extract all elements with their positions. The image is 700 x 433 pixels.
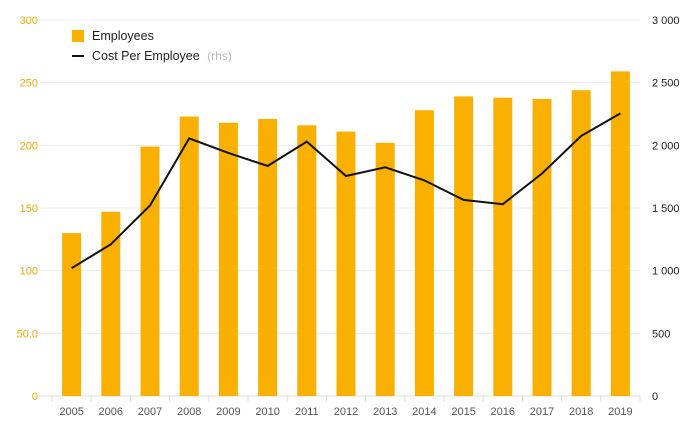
x-tick-label: 2011 — [295, 406, 319, 418]
x-tick-label: 2005 — [59, 406, 83, 418]
right-axis-ticks: 0 500 1 000 1 500 2 000 2 500 3 000 — [652, 15, 680, 403]
x-tick-label: 2006 — [99, 406, 123, 418]
left-tick-label: 0 — [32, 391, 38, 403]
bar-2011 — [297, 125, 317, 396]
right-tick-label: 2 500 — [652, 78, 680, 90]
left-tick-label: 200 — [20, 140, 38, 152]
left-tick-label: 50.0 — [17, 328, 38, 340]
legend-cost-suffix: (rhs) — [207, 49, 232, 63]
bar-2007 — [140, 146, 160, 396]
right-tick-label: 2 000 — [652, 140, 680, 152]
bar-2009 — [218, 122, 238, 397]
legend-employees-swatch — [72, 30, 84, 42]
left-tick-label: 250 — [20, 78, 38, 90]
bar-2013 — [375, 142, 395, 396]
right-tick-label: 1 500 — [652, 203, 680, 215]
x-tick-label: 2008 — [177, 406, 201, 418]
bar-2016 — [493, 97, 513, 396]
legend: Employees Cost Per Employee (rhs) — [72, 29, 232, 63]
bar-2008 — [179, 116, 199, 397]
left-tick-label: 300 — [20, 15, 38, 27]
x-tick-label: 2007 — [138, 406, 162, 418]
left-axis-ticks: 0 50.0 100 150 200 250 300 — [17, 15, 38, 403]
x-tick-label: 2014 — [412, 406, 436, 418]
bar-2017 — [532, 98, 552, 397]
bar-2012 — [336, 131, 356, 396]
left-tick-label: 100 — [20, 266, 38, 278]
bar-2015 — [454, 96, 474, 396]
legend-employees-label: Employees — [92, 29, 154, 43]
x-tick-label: 2017 — [530, 406, 554, 418]
left-tick-label: 150 — [20, 203, 38, 215]
x-axis-ticks: 2005 2006 2007 2008 2009 2010 2011 2012 2013 2014… — [51, 396, 641, 418]
right-tick-label: 500 — [652, 328, 670, 340]
legend-cost-name: Cost Per Employee — [92, 49, 200, 63]
x-tick-label: 2013 — [373, 406, 397, 418]
x-tick-label: 2019 — [608, 406, 632, 418]
x-tick-label: 2010 — [255, 406, 279, 418]
right-tick-label: 1 000 — [652, 266, 680, 278]
bar-2005 — [62, 233, 82, 396]
right-tick-label: 0 — [652, 391, 658, 403]
bar-2006 — [101, 211, 121, 396]
bar-2018 — [571, 90, 591, 396]
x-tick-label: 2015 — [451, 406, 475, 418]
x-tick-label: 2018 — [569, 406, 593, 418]
x-tick-label: 2009 — [216, 406, 240, 418]
right-tick-label: 3 000 — [652, 15, 680, 27]
employees-bars — [62, 71, 630, 397]
x-tick-label: 2012 — [334, 406, 358, 418]
bar-2010 — [258, 119, 278, 396]
x-tick-label: 2016 — [491, 406, 515, 418]
legend-cost-label: Cost Per Employee (rhs) — [92, 49, 232, 63]
bar-2019 — [610, 71, 630, 397]
cost-per-employee-line — [71, 112, 621, 270]
bar-2014 — [414, 110, 434, 397]
